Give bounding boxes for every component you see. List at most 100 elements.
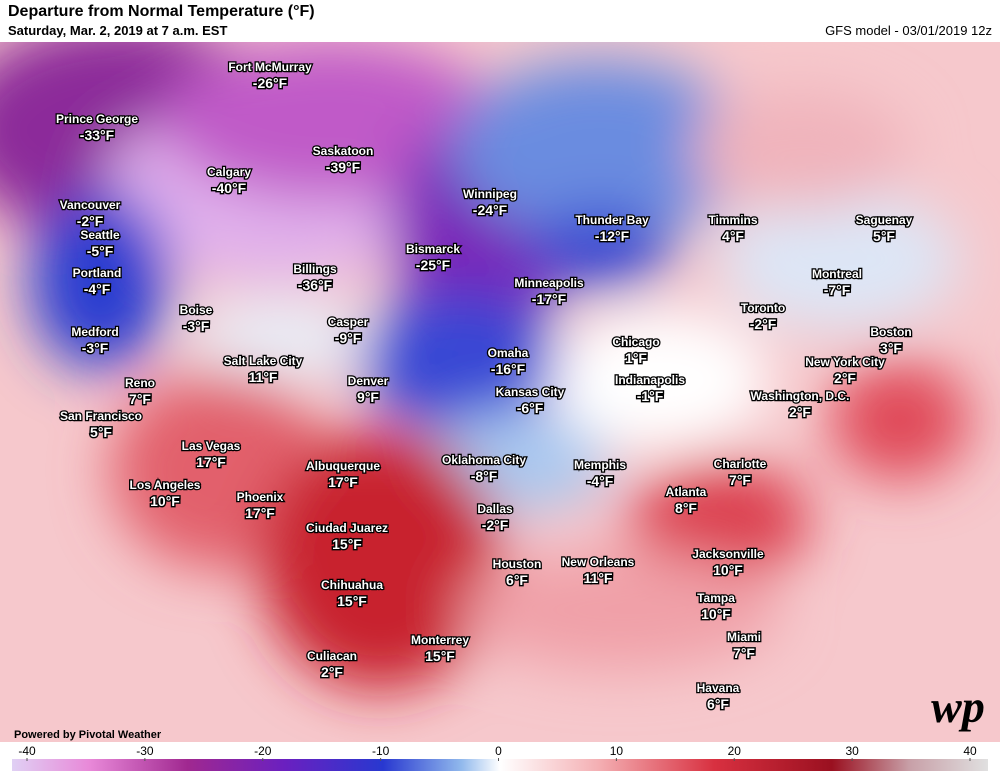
city-name: Washington, D.C. xyxy=(751,389,850,403)
city-departure: -4°F xyxy=(587,473,614,489)
city-name: Casper xyxy=(328,315,369,329)
city-departure: 6°F xyxy=(707,696,729,712)
city-departure: -2°F xyxy=(482,517,509,533)
city-departure: 5°F xyxy=(90,424,112,440)
city-name: Omaha xyxy=(488,346,529,360)
city-departure: 10°F xyxy=(150,493,180,509)
temperature-field xyxy=(0,42,1000,742)
city-departure: 7°F xyxy=(733,645,755,661)
city-name: Phoenix xyxy=(237,490,284,504)
city: Omaha-16°F xyxy=(486,345,530,379)
city-departure: -1°F xyxy=(637,388,664,404)
colorbar-tick-label: 0 xyxy=(495,744,502,758)
city-departure: -36°F xyxy=(298,277,333,293)
city-departure: -9°F xyxy=(335,330,362,346)
city-name: Chicago xyxy=(612,335,659,349)
city: Oklahoma City-8°F xyxy=(441,452,528,486)
city: Fort McMurray-26°F xyxy=(227,59,313,93)
city-departure: -40°F xyxy=(212,180,247,196)
city-name: Boise xyxy=(180,303,213,317)
city-departure: -4°F xyxy=(84,281,111,297)
city-departure: -6°F xyxy=(517,400,544,416)
city-name: Calgary xyxy=(207,165,251,179)
map-subtitle: Saturday, Mar. 2, 2019 at 7 a.m. EST xyxy=(8,23,227,38)
city-name: Kansas City xyxy=(496,385,565,399)
colorbar-tick-label: 40 xyxy=(963,744,977,758)
city-name: Saguenay xyxy=(856,213,913,227)
city-name: Culiacan xyxy=(307,649,357,663)
city-departure: -26°F xyxy=(253,75,288,91)
colorbar-ticks: -40 -30 -20 -10 0 10 20 30 40 xyxy=(18,744,977,761)
city-departure: -39°F xyxy=(326,159,361,175)
city-name: Ciudad Juarez xyxy=(306,521,388,535)
colorbar-tick-label: 20 xyxy=(728,744,742,758)
city-departure: 10°F xyxy=(701,606,731,622)
city-name: Atlanta xyxy=(666,485,707,499)
city: Seattle-5°F xyxy=(79,227,121,261)
city-name: Billings xyxy=(293,262,337,276)
city-labels: Fort McMurray-26°F Prince George-33°F Calg… xyxy=(55,59,914,714)
city-name: Indianapolis xyxy=(615,373,685,387)
city-name: Havana xyxy=(697,681,740,695)
city-name: Saskatoon xyxy=(313,144,374,158)
city-departure: -3°F xyxy=(82,340,109,356)
city-name: Salt Lake City xyxy=(224,354,303,368)
city-departure: 17°F xyxy=(196,454,226,470)
city-departure: -17°F xyxy=(532,291,567,307)
city: Kansas City-6°F xyxy=(494,384,566,418)
colorbar-tick-label: -10 xyxy=(372,744,390,758)
city-name: Los Angeles xyxy=(130,478,201,492)
city-name: Reno xyxy=(125,376,155,390)
city-name: Prince George xyxy=(56,112,138,126)
colorbar xyxy=(12,759,988,771)
city-departure: -7°F xyxy=(824,282,851,298)
city-name: Dallas xyxy=(477,502,513,516)
city: Billings-36°F xyxy=(292,261,338,295)
credit: Powered by Pivotal Weather xyxy=(14,729,162,741)
city-name: Montreal xyxy=(812,267,862,281)
colorbar-tick-label: -20 xyxy=(254,744,272,758)
city-departure: 4°F xyxy=(722,228,744,244)
city-name: Memphis xyxy=(574,458,626,472)
city-departure: 7°F xyxy=(129,391,151,407)
city-name: Albuquerque xyxy=(306,459,380,473)
city-name: Miami xyxy=(727,630,761,644)
city-departure: 17°F xyxy=(328,474,358,490)
city-departure: 11°F xyxy=(584,570,613,586)
city-name: Winnipeg xyxy=(463,187,517,201)
city-departure: -33°F xyxy=(80,127,115,143)
city-departure: 5°F xyxy=(873,228,895,244)
city: Bismarck-25°F xyxy=(405,241,462,275)
city-departure: 15°F xyxy=(337,593,367,609)
city-departure: -8°F xyxy=(471,468,498,484)
city-departure: 7°F xyxy=(729,472,751,488)
city-departure: 15°F xyxy=(332,536,362,552)
colorbar-tick-label: -30 xyxy=(136,744,154,758)
colorbar-tick-label: 10 xyxy=(610,744,624,758)
city: Vancouver-2°F xyxy=(58,197,122,231)
city: Casper-9°F xyxy=(326,314,370,348)
city-name: New York City xyxy=(805,355,885,369)
city-name: Las Vegas xyxy=(182,439,241,453)
city: Saskatoon-39°F xyxy=(311,143,374,177)
city-name: Fort McMurray xyxy=(228,60,312,74)
model-run: GFS model - 03/01/2019 12z xyxy=(825,23,992,38)
city: Indianapolis-1°F xyxy=(614,372,687,406)
city-name: Thunder Bay xyxy=(575,213,649,227)
city-departure: 1°F xyxy=(625,350,647,366)
city-departure: -24°F xyxy=(473,202,508,218)
city: Thunder Bay-12°F xyxy=(574,212,650,246)
